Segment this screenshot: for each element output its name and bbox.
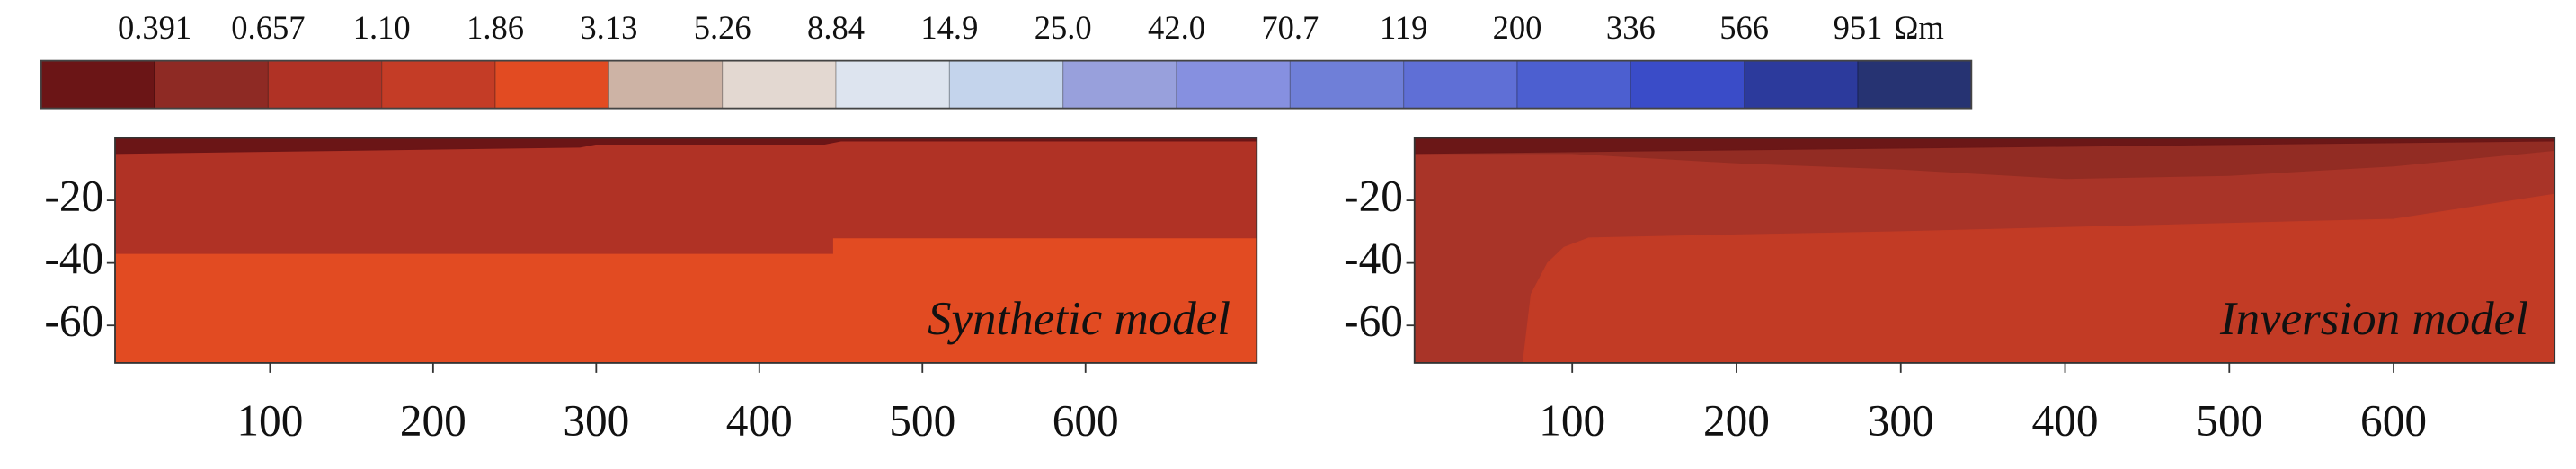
x-tick-label: 100 [236, 396, 303, 446]
colorbar-segment [722, 60, 837, 110]
colorbar-tick-label: 1.10 [353, 9, 411, 46]
y-tick-label: -60 [1344, 296, 1403, 346]
colorbar-tick-label: 0.391 [118, 9, 191, 46]
colorbar-segment [1289, 60, 1405, 110]
colorbar-segment [1516, 60, 1631, 110]
y-tick-label: -20 [44, 171, 103, 220]
colorbar-tick-label: 5.26 [694, 9, 751, 46]
y-tick-label: -40 [44, 234, 103, 283]
colorbar-segment [1630, 60, 1745, 110]
x-tick-label: 400 [2032, 396, 2099, 446]
colorbar-segment [1744, 60, 1859, 110]
colorbar-segment [267, 60, 383, 110]
panel-annotation: Synthetic model [928, 293, 1230, 345]
y-tick-label: -20 [1344, 171, 1403, 220]
colorbar-segment [154, 60, 269, 110]
colorbar-tick-label: 8.84 [807, 9, 865, 46]
colorbar-tick-label: 200 [1493, 9, 1542, 46]
y-tick-label: -40 [1344, 234, 1403, 283]
colorbar-tick-label: 119 [1380, 9, 1427, 46]
colorbar-tick-label: 70.7 [1261, 9, 1319, 46]
colorbar-tick-label: 0.657 [231, 9, 305, 46]
colorbar-tick-label: 566 [1719, 9, 1769, 46]
panel: 100 200 300 400 500 600 -20 -40 -60 Inversion mod… [1344, 137, 2556, 446]
panel: 100 200 300 400 500 600 -20 -40 -60 Synthetic mod… [44, 137, 1258, 446]
colorbar-tick-label: 1.86 [466, 9, 524, 46]
x-tick-label: 600 [1053, 396, 1119, 446]
colorbar-tick-label: 336 [1606, 9, 1656, 46]
colorbar-segment [40, 60, 155, 110]
x-tick-label: 500 [889, 396, 955, 446]
x-tick-label: 300 [563, 396, 629, 446]
colorbar-segment [1857, 60, 1972, 110]
colorbar-tick-label: 25.0 [1035, 9, 1092, 46]
x-tick-label: 600 [2360, 396, 2427, 446]
x-tick-label: 100 [1539, 396, 1605, 446]
x-tick-label: 400 [726, 396, 793, 446]
x-tick-label: 500 [2196, 396, 2262, 446]
y-tick-label: -60 [44, 296, 103, 346]
colorbar-segment [1403, 60, 1518, 110]
panel-frame [1413, 137, 2556, 364]
colorbar-segment [1062, 60, 1177, 110]
colorbar-tick-label: 951 [1834, 9, 1883, 46]
colorbar-tick-label: 42.0 [1148, 9, 1205, 46]
panel-frame [114, 137, 1258, 364]
colorbar-segment [381, 60, 496, 110]
colorbar-tick-label: 14.9 [920, 9, 978, 46]
colorbar-unit: Ωm [1894, 9, 1944, 46]
panel-annotation: Inversion model [2219, 293, 2528, 345]
colorbar-tick-label: 3.13 [580, 9, 637, 46]
colorbar-segment [608, 60, 724, 110]
colorbar-segment [948, 60, 1064, 110]
colorbar-segment [1176, 60, 1291, 110]
colorbar-segment [835, 60, 950, 110]
x-tick-label: 300 [1868, 396, 1934, 446]
x-tick-label: 200 [1703, 396, 1770, 446]
colorbar-frame [40, 59, 1973, 110]
x-tick-label: 200 [400, 396, 466, 446]
colorbar-segment [494, 60, 609, 110]
resistivity-region [114, 137, 1257, 254]
